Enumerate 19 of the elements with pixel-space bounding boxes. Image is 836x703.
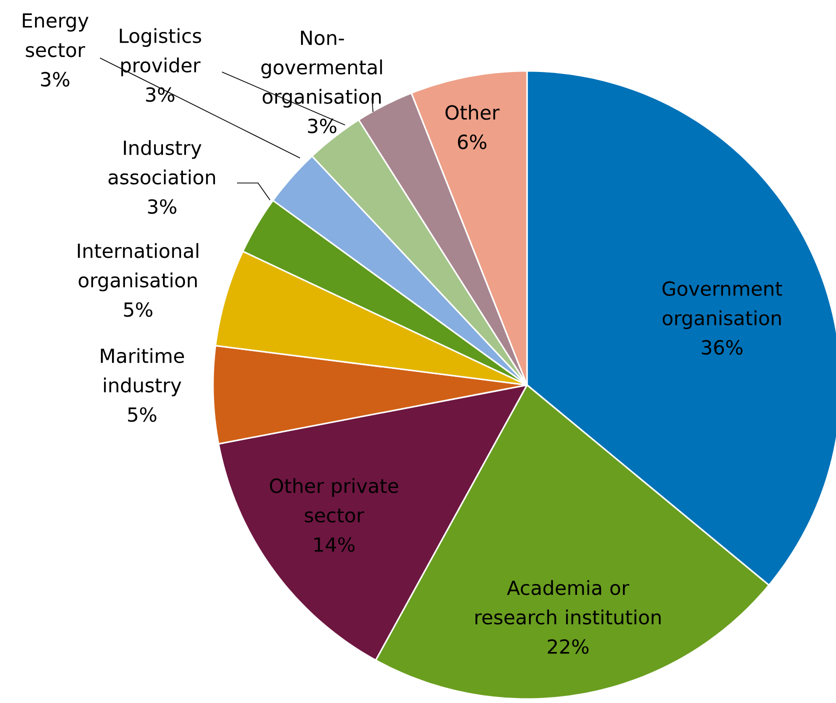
- data-label: 36%: [702, 340, 743, 355]
- slice-label: Logistics provider: [120, 28, 202, 76]
- slice-label: International organisation: [78, 243, 198, 292]
- data-label: 5%: [124, 302, 152, 317]
- slice-label: Maritime industry: [100, 348, 184, 396]
- slice-label: Other private sector: [270, 478, 398, 523]
- data-label: 3%: [146, 87, 174, 102]
- data-label: 22%: [548, 639, 589, 654]
- data-label: 6%: [458, 134, 486, 150]
- slice-label: Government organisation: [662, 281, 782, 330]
- data-label: 5%: [128, 407, 156, 422]
- slice-label: Academia or research institution: [476, 580, 661, 625]
- data-label: 14%: [314, 537, 355, 552]
- slice-label: Energy sector: [22, 13, 88, 58]
- slice-label: Industry association: [108, 140, 215, 185]
- data-label: 3%: [308, 118, 336, 134]
- data-label: 3%: [41, 72, 70, 87]
- data-label: 3%: [148, 199, 176, 214]
- slice-label: Other: [446, 104, 500, 120]
